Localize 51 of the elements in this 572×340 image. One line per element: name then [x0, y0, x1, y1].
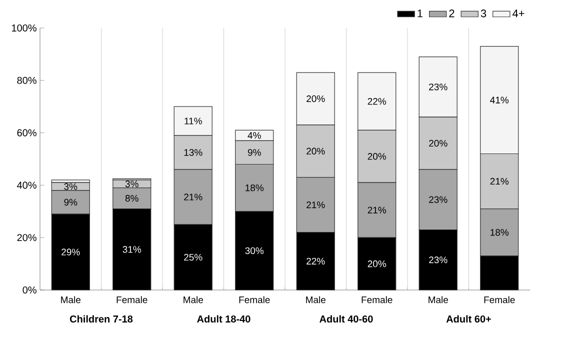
data-label: 30%: [245, 247, 264, 254]
data-label: 18%: [490, 228, 509, 236]
data-label: 20%: [429, 140, 448, 147]
data-label: 21%: [306, 202, 325, 208]
data-label: 23%: [429, 84, 448, 90]
x-tick-label: Female: [362, 296, 392, 304]
data-label: 41%: [490, 96, 509, 104]
x-tick-label: Male: [61, 296, 80, 304]
legend-label: 4+: [512, 10, 524, 18]
data-label: 23%: [429, 256, 448, 264]
data-label: 8%: [125, 194, 138, 202]
data-label: 11%: [184, 118, 202, 124]
data-label: 23%: [429, 196, 448, 203]
x-tick-label: Female: [116, 296, 148, 304]
data-label: 9%: [248, 149, 261, 156]
data-label: 4%: [248, 132, 261, 139]
y-tick-label: 20%: [17, 234, 36, 242]
data-label: 9%: [64, 198, 78, 206]
x-tick-label: Male: [184, 296, 203, 304]
data-label: 29%: [62, 248, 80, 256]
data-label: 13%: [184, 149, 202, 156]
y-tick-label: 80%: [17, 76, 36, 84]
x-tick-label: Male: [428, 296, 448, 304]
data-label: 20%: [306, 148, 325, 155]
y-tick-label: 0%: [22, 286, 36, 294]
data-label: 20%: [368, 153, 386, 160]
text: Adult 18-40: [197, 315, 250, 323]
y-tick-label: 100%: [12, 24, 36, 32]
data-label: 22%: [368, 98, 386, 105]
y-tick-label: 40%: [17, 182, 36, 189]
data-label: 21%: [184, 194, 202, 200]
data-label: 21%: [368, 206, 386, 214]
data-label: 31%: [122, 246, 142, 253]
data-label: 3%: [64, 183, 78, 190]
y-tick-label: 60%: [17, 129, 36, 136]
data-label: 25%: [184, 254, 202, 261]
data-label: 18%: [246, 184, 264, 192]
x-tick-label: Female: [239, 296, 270, 304]
text: Adult 60+: [446, 315, 491, 323]
data-label: 3%: [125, 180, 138, 188]
x-tick-label: Female: [484, 296, 515, 304]
data-label: 21%: [490, 178, 509, 185]
legend-label: 1: [418, 10, 422, 18]
text: Adult 40-60: [320, 315, 373, 323]
data-label: 22%: [306, 258, 325, 265]
data-label: 20%: [368, 260, 386, 268]
data-label: 20%: [306, 95, 325, 102]
legend-label: 2: [449, 10, 454, 18]
legend-label: 3: [480, 10, 486, 18]
text: Children 7-18: [70, 315, 133, 323]
x-tick-label: Male: [306, 296, 326, 304]
